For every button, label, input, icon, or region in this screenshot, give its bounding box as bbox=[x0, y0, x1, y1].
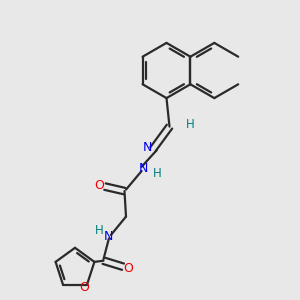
Text: O: O bbox=[124, 262, 133, 275]
Text: N: N bbox=[104, 230, 114, 243]
Text: O: O bbox=[95, 179, 104, 192]
Text: H: H bbox=[94, 224, 103, 237]
Text: O: O bbox=[79, 280, 89, 294]
Text: N: N bbox=[143, 141, 152, 154]
Text: N: N bbox=[139, 162, 148, 175]
Text: H: H bbox=[153, 167, 162, 180]
Text: H: H bbox=[186, 118, 195, 131]
